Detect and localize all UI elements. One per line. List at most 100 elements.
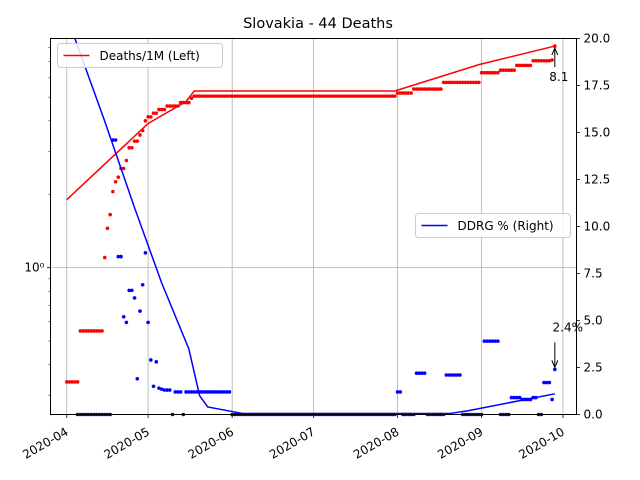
deaths-marker xyxy=(154,111,159,115)
deaths-marker xyxy=(78,329,83,333)
deaths-marker xyxy=(257,94,262,98)
ddrg-marker xyxy=(482,339,487,343)
deaths-marker xyxy=(121,166,126,171)
ddrg-marker xyxy=(143,251,148,255)
ddrg-marker xyxy=(553,367,557,372)
deaths-marker xyxy=(308,94,313,98)
deaths-marker xyxy=(262,94,267,98)
ddrg-marker xyxy=(444,373,449,377)
deaths-marker xyxy=(338,94,343,98)
ddrg-marker xyxy=(130,288,134,293)
deaths-marker xyxy=(170,104,175,108)
deaths-marker xyxy=(433,87,438,91)
deaths-marker xyxy=(468,80,473,85)
deaths-marker xyxy=(333,94,337,98)
deaths-marker xyxy=(162,107,167,112)
deaths-marker xyxy=(260,94,264,98)
deaths-marker xyxy=(235,94,240,98)
ddrg-marker xyxy=(140,282,145,287)
ddrg-marker xyxy=(490,339,495,343)
chart-title: Slovakia - 44 Deaths xyxy=(243,16,393,32)
deaths-marker xyxy=(542,58,546,63)
deaths-marker xyxy=(75,380,80,384)
deaths-marker xyxy=(490,70,495,75)
deaths-marker xyxy=(130,146,134,150)
deaths-marker xyxy=(528,63,533,68)
deaths-marker xyxy=(159,107,164,112)
ddrg-marker xyxy=(157,386,161,390)
ddrg-marker xyxy=(135,376,140,381)
deaths-marker xyxy=(406,91,411,95)
deaths-marker xyxy=(81,329,85,333)
deaths-marker xyxy=(151,111,156,115)
ddrg-line xyxy=(74,38,555,415)
legend-ddrg: DDRG % (Right) xyxy=(415,213,571,238)
deaths-marker xyxy=(449,80,454,85)
ddrg-marker xyxy=(493,339,497,343)
ddrg-marker xyxy=(162,388,167,392)
ddrg-marker xyxy=(184,390,188,394)
deaths-marker xyxy=(547,58,552,63)
ddrg-marker xyxy=(173,390,178,394)
deaths-marker xyxy=(276,94,281,98)
deaths-marker xyxy=(420,87,424,91)
deaths-marker xyxy=(374,94,378,98)
deaths-marker xyxy=(197,94,202,98)
ddrg-marker xyxy=(200,390,205,394)
ddrg-marker xyxy=(422,371,427,375)
deaths-marker xyxy=(216,94,221,98)
deaths-marker xyxy=(192,94,197,98)
deaths-marker xyxy=(314,94,319,98)
ddrg-marker xyxy=(417,371,422,375)
deaths-marker xyxy=(363,94,367,98)
ddrg-marker xyxy=(398,390,403,394)
ddrg-marker xyxy=(121,314,126,319)
deaths-marker xyxy=(349,94,354,98)
deaths-marker xyxy=(330,94,335,98)
deaths-marker xyxy=(479,70,484,75)
ddrg-marker xyxy=(458,373,462,377)
deaths-marker xyxy=(550,58,554,62)
ddrg-marker xyxy=(119,254,123,259)
ddrg-marker xyxy=(509,395,514,400)
legend-deaths: Deaths/1M (Left) xyxy=(57,43,223,68)
deaths-marker xyxy=(520,63,525,68)
deaths-marker xyxy=(303,94,308,98)
deaths-marker xyxy=(452,80,457,85)
deaths-marker xyxy=(371,94,375,98)
deaths-marker xyxy=(384,94,389,98)
ddrg-marker xyxy=(113,138,118,142)
deaths-marker xyxy=(544,58,549,63)
deaths-marker xyxy=(487,70,492,75)
ddrg-marker xyxy=(149,358,153,362)
ddrg-marker xyxy=(512,395,516,400)
deaths-marker xyxy=(317,94,321,98)
deaths-marker xyxy=(271,94,275,98)
deaths-marker xyxy=(195,94,199,98)
legend-deaths-label: Deaths/1M (Left) xyxy=(100,49,200,63)
right-y-tick-label: 5.0 xyxy=(584,314,603,328)
deaths-marker xyxy=(306,94,310,98)
deaths-marker xyxy=(360,94,365,98)
deaths-marker xyxy=(401,91,405,95)
deaths-marker xyxy=(428,87,432,91)
deaths-marker xyxy=(355,94,359,98)
deaths-marker xyxy=(357,94,362,98)
deaths-marker xyxy=(268,94,272,98)
deaths-marker xyxy=(517,63,522,68)
deaths-marker xyxy=(208,94,213,98)
deaths-marker xyxy=(403,91,408,95)
deaths-marker xyxy=(327,94,332,98)
annotations: 8.1 2.4% xyxy=(549,46,583,369)
deaths-marker xyxy=(534,58,538,63)
ddrg-marker xyxy=(186,390,191,394)
deaths-marker xyxy=(512,68,516,72)
deaths-marker xyxy=(70,380,74,384)
ddrg-marker xyxy=(219,390,224,394)
deaths-marker xyxy=(430,87,435,91)
deaths-marker xyxy=(509,68,514,72)
deaths-marker xyxy=(387,94,392,98)
deaths-marker xyxy=(222,94,226,98)
